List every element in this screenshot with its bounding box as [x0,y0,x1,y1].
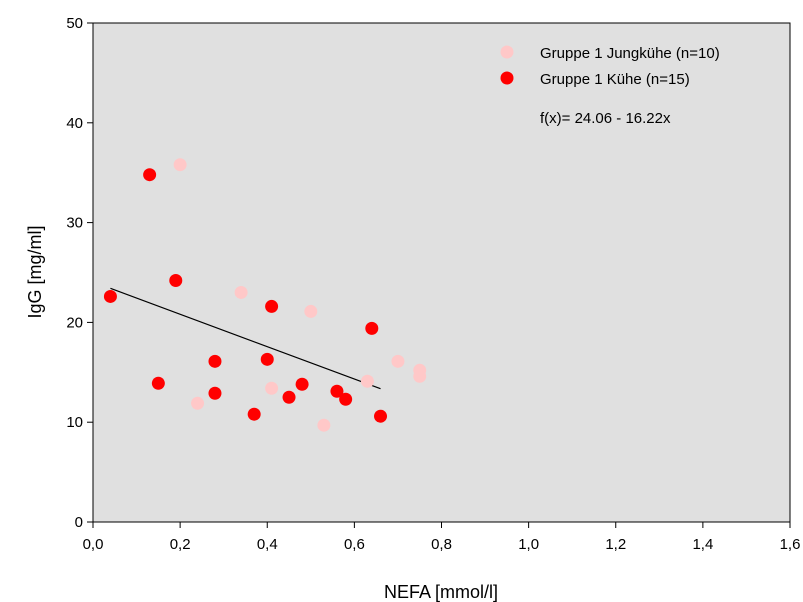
point-jungkuehe [174,158,187,171]
x-tick-label: 0,0 [83,536,104,553]
point-kuehe [265,300,278,313]
point-jungkuehe [361,375,374,388]
x-tick-label: 0,4 [257,536,278,553]
regression-formula: f(x)= 24.06 - 16.22x [540,110,671,127]
point-kuehe [143,168,156,181]
legend-label-jungkuehe: Gruppe 1 Jungkühe (n=10) [540,45,720,62]
point-kuehe [296,378,309,391]
y-axis: 0 10 20 30 40 50 [66,15,93,531]
x-tick-label: 1,2 [605,536,626,553]
x-tick-label: 0,8 [431,536,452,553]
y-tick-label: 50 [66,15,83,32]
x-tick-label: 1,0 [518,536,539,553]
point-kuehe [248,408,261,421]
y-tick-label: 30 [66,215,83,232]
y-tick-label: 40 [66,115,83,132]
y-tick-label: 20 [66,314,83,331]
x-tick-label: 1,4 [692,536,713,553]
point-kuehe [169,274,182,287]
y-axis-label: IgG [mg/ml] [25,225,45,318]
point-jungkuehe [413,370,426,383]
point-kuehe [339,393,352,406]
y-tick-label: 10 [66,414,83,431]
x-tick-label: 0,6 [344,536,365,553]
x-axis: 0,0 0,2 0,4 0,6 0,8 1,0 1,2 1,4 1,6 [83,522,801,553]
legend-marker-jungkuehe [501,46,514,59]
point-jungkuehe [317,419,330,432]
legend-marker-kuehe [501,72,514,85]
point-kuehe [152,377,165,390]
point-jungkuehe [265,382,278,395]
point-kuehe [104,290,117,303]
point-kuehe [208,355,221,368]
point-kuehe [261,353,274,366]
x-tick-label: 0,2 [170,536,191,553]
point-jungkuehe [235,286,248,299]
x-tick-label: 1,6 [780,536,801,553]
point-kuehe [374,410,387,423]
point-jungkuehe [191,397,204,410]
point-jungkuehe [391,355,404,368]
x-axis-label: NEFA [mmol/l] [384,582,498,602]
point-kuehe [208,387,221,400]
y-tick-label: 0 [75,514,83,531]
legend-label-kuehe: Gruppe 1 Kühe (n=15) [540,71,690,88]
point-kuehe [283,391,296,404]
point-kuehe [365,322,378,335]
plot-area [93,23,790,522]
point-jungkuehe [304,305,317,318]
